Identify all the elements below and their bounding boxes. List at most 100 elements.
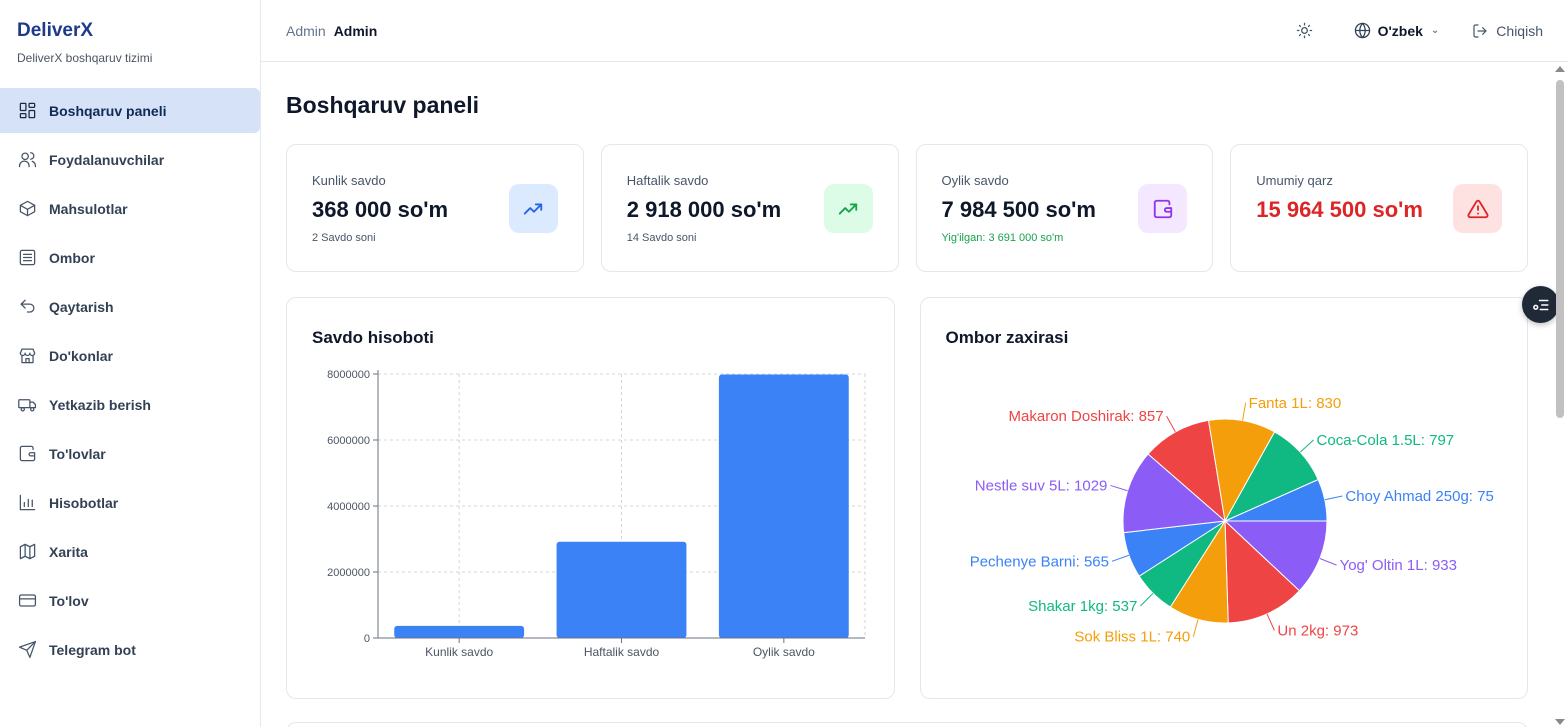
stat-card: Oylik savdo 7 984 500 so'm Yig'ilgan: 3 69… <box>915 144 1214 272</box>
pie-chart-title: Ombor zaxirasi <box>945 328 1069 347</box>
sidebar-item-yetkazib-berish[interactable]: Yetkazib berish <box>0 382 260 427</box>
bar <box>394 625 525 638</box>
breadcrumb-current: Admin <box>333 22 378 39</box>
sidebar-item-label: Xarita <box>49 543 88 560</box>
sidebar-item-to-lovlar[interactable]: To'lovlar <box>0 431 260 476</box>
bar-chart-icon <box>17 493 37 513</box>
scroll-down-arrow-icon[interactable] <box>1555 719 1565 725</box>
x-tick-label: Haftalik savdo <box>584 645 660 659</box>
pie-label: Sok Bliss 1L: 740 <box>1074 629 1190 646</box>
stat-label: Haftalik savdo <box>626 173 709 188</box>
chevron-down-icon: ⌄ <box>1430 25 1440 36</box>
label-leader-line <box>1266 613 1275 631</box>
pie-label: Pechenye Barni: 565 <box>969 553 1108 570</box>
sidebar: DeliverX DeliverX boshqaruv tizimi Boshq… <box>0 0 261 727</box>
label-leader-line <box>1241 402 1246 421</box>
send-icon <box>17 640 37 660</box>
list-icon <box>1532 299 1548 310</box>
sidebar-item-label: Telegram bot <box>49 641 136 658</box>
stat-label: Oylik savdo <box>941 173 1009 188</box>
label-leader-line <box>1111 554 1129 562</box>
bar <box>556 541 687 638</box>
stock-pie-chart: Choy Ahmad 250g: 75 Yog' Oltin 1L: 933 Un … <box>969 395 1493 646</box>
sidebar-item-label: Qaytarish <box>49 298 114 315</box>
stat-subtext: 2 Savdo soni <box>312 232 376 244</box>
sidebar-item-label: Mahsulotlar <box>49 200 128 217</box>
trending-up-icon <box>823 184 873 233</box>
sales-report-card: Savdo hisoboti 0 2000000 4000000 6000000 800… <box>286 297 895 699</box>
theme-toggle-button[interactable] <box>1292 18 1318 44</box>
truck-icon <box>17 395 37 415</box>
sidebar-item-boshqaruv-paneli[interactable]: Boshqaruv paneli <box>0 88 260 133</box>
pie-label: Coca-Cola 1.5L: 797 <box>1316 432 1454 449</box>
x-tick-label: Kunlik savdo <box>425 645 493 659</box>
stat-value: 368 000 so'm <box>312 197 449 222</box>
pie-label: Fanta 1L: 830 <box>1248 395 1341 412</box>
label-leader-line <box>1165 415 1176 433</box>
pie-slice <box>1223 519 1300 624</box>
language-label: O'zbek <box>1377 22 1423 39</box>
scrollbar[interactable] <box>1554 62 1566 727</box>
logout-label: Chiqish <box>1496 22 1543 39</box>
y-tick-label: 4000000 <box>327 501 370 513</box>
stat-label: Kunlik savdo <box>312 173 386 188</box>
floating-menu-button[interactable] <box>1522 286 1559 323</box>
brand: DeliverX DeliverX boshqaruv tizimi <box>0 0 260 88</box>
sidebar-item-label: To'lov <box>49 592 89 609</box>
sidebar-item-qaytarish[interactable]: Qaytarish <box>0 284 260 329</box>
scroll-thumb[interactable] <box>1556 80 1564 418</box>
stat-value: 7 984 500 so'm <box>941 197 1096 222</box>
sidebar-item-label: Hisobotlar <box>49 494 119 511</box>
breadcrumb-root[interactable]: Admin <box>286 22 326 39</box>
sidebar-item-mahsulotlar[interactable]: Mahsulotlar <box>0 186 260 231</box>
language-select[interactable]: O'zbek ⌄ <box>1354 22 1440 39</box>
label-leader-line <box>1299 439 1314 453</box>
sidebar-item-xarita[interactable]: Xarita <box>0 529 260 574</box>
wallet-icon <box>17 444 37 464</box>
pie-slice <box>1207 418 1275 523</box>
pie-slice <box>1122 453 1226 534</box>
pie-label: Makaron Doshirak: 857 <box>1008 408 1163 425</box>
scroll-up-arrow-icon[interactable] <box>1555 66 1565 72</box>
page-title: Boshqaruv paneli <box>286 92 479 118</box>
label-leader-line <box>1139 592 1153 607</box>
brand-subtitle: DeliverX boshqaruv tizimi <box>17 51 153 65</box>
sidebar-item-label: Yetkazib berish <box>49 396 151 413</box>
users-icon <box>17 150 37 170</box>
pie-label: Nestle suv 5L: 1029 <box>974 477 1107 494</box>
topbar: Admin Admin O'zbek ⌄ Chiqish <box>261 0 1568 62</box>
sidebar-item-ombor[interactable]: Ombor <box>0 235 260 280</box>
stat-subtext: 14 Savdo soni <box>626 232 697 244</box>
y-tick-label: 8000000 <box>327 369 370 381</box>
logout-icon <box>1473 23 1487 38</box>
store-icon <box>17 346 37 366</box>
y-tick-label: 2000000 <box>327 567 370 579</box>
dashboard-icon <box>17 101 37 121</box>
warehouse-icon <box>17 248 37 268</box>
sidebar-item-hisobotlar[interactable]: Hisobotlar <box>0 480 260 525</box>
box-icon <box>17 199 37 219</box>
y-tick-label: 0 <box>364 633 370 645</box>
label-leader-line <box>1319 558 1337 566</box>
stat-subtext: Yig'ilgan: 3 691 000 so'm <box>941 232 1064 244</box>
sidebar-item-foydalanuvchilar[interactable]: Foydalanuvchilar <box>0 137 260 182</box>
stat-value: 15 964 500 so'm <box>1256 197 1423 222</box>
stat-value: 2 918 000 so'm <box>626 197 782 222</box>
stats-cards: Kunlik savdo 368 000 so'm 2 Savdo soni Haft… <box>286 144 1528 272</box>
next-section-card <box>286 722 1528 727</box>
sidebar-item-do-konlar[interactable]: Do'konlar <box>0 333 260 378</box>
main-area: Admin Admin O'zbek ⌄ Chiqish Boshqaruv p… <box>261 0 1568 727</box>
label-leader-line <box>1109 484 1128 492</box>
sidebar-item-telegram-bot[interactable]: Telegram bot <box>0 627 260 672</box>
x-tick-label: Oylik savdo <box>753 645 815 659</box>
label-leader-line <box>1192 619 1199 637</box>
globe-icon <box>1354 22 1370 39</box>
trending-up-icon <box>508 184 558 233</box>
sidebar-nav: Boshqaruv paneli Foydalanuvchilar Mahsulot… <box>0 88 260 672</box>
pie-label: Shakar 1kg: 537 <box>1028 598 1137 615</box>
sidebar-item-label: To'lovlar <box>49 445 106 462</box>
sun-icon <box>1296 22 1313 39</box>
sidebar-item-to-lov[interactable]: To'lov <box>0 578 260 623</box>
credit-card-icon <box>17 591 37 611</box>
logout-button[interactable]: Chiqish <box>1472 23 1543 39</box>
